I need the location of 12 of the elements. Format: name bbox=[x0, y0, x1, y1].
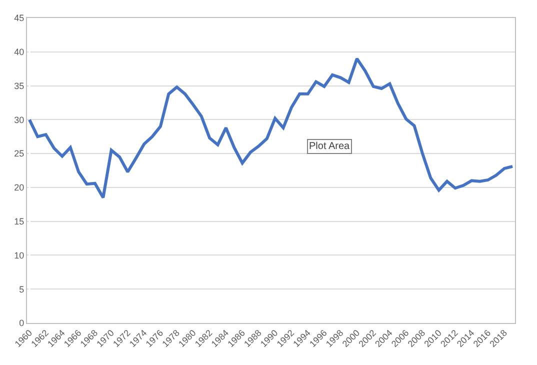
y-tick-label: 25 bbox=[14, 148, 24, 159]
y-tick-label: 10 bbox=[14, 250, 24, 260]
y-tick-label: 35 bbox=[14, 80, 24, 91]
y-tick-label: 40 bbox=[14, 47, 24, 58]
y-tick-label: 45 bbox=[14, 13, 24, 24]
y-tick-label: 0 bbox=[19, 318, 24, 328]
y-tick-label: 5 bbox=[19, 284, 24, 294]
annotation: Plot Area bbox=[309, 141, 350, 152]
y-tick-label: 30 bbox=[14, 114, 24, 125]
y-tick-label: 20 bbox=[14, 182, 24, 193]
y-tick-label: 15 bbox=[14, 216, 24, 226]
line-series bbox=[28, 57, 514, 200]
